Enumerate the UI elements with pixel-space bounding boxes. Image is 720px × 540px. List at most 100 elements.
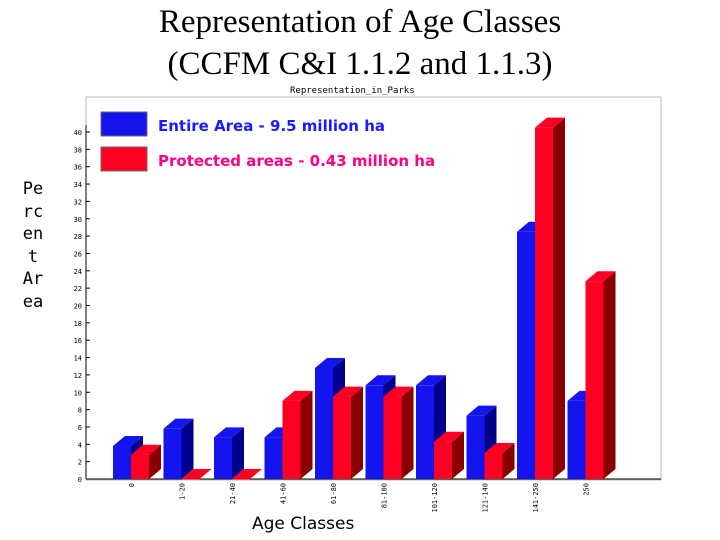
x-axis-label: Age Classes <box>252 514 355 534</box>
bar-top-face <box>484 442 515 453</box>
x-tick-label: 1-20 <box>179 483 187 500</box>
y-tick-label: 18 <box>74 320 82 328</box>
chart-title: Representation_in_Parks <box>290 86 415 96</box>
bar-front-face <box>383 396 402 479</box>
y-tick-label: 26 <box>74 250 82 258</box>
bar-front-face <box>181 479 200 480</box>
slide-title-line-2: (CCFM C&I 1.1.2 and 1.1.3) <box>167 46 553 82</box>
bar-top-face <box>163 418 194 429</box>
bar-top-face <box>214 427 244 438</box>
bar-protected-areas <box>383 386 414 479</box>
bar-front-face <box>113 446 131 479</box>
y-tick-label: 14 <box>74 355 82 363</box>
bar-front-face <box>232 479 250 480</box>
legend-label-protected-areas: Protected areas - 0.43 million ha <box>158 152 435 170</box>
x-tick-label: 101-120 <box>431 483 439 513</box>
y-tick-label: 30 <box>74 216 82 224</box>
legend-group: Entire Area - 9.5 million ha Protected ar… <box>100 111 435 172</box>
y-tick-label: 6 <box>78 424 82 432</box>
x-tick-label: 250 <box>583 483 591 496</box>
bar-top-face <box>131 444 161 455</box>
bar-top-face <box>113 436 143 447</box>
x-tick-label: 81-100 <box>381 483 389 508</box>
bar-top-face <box>333 386 363 397</box>
y-tick-label: 40 <box>74 129 82 137</box>
bar-top-face <box>434 431 464 442</box>
legend-label-entire-area: Entire Area - 9.5 million ha <box>158 117 385 135</box>
bar-top-face <box>466 405 497 416</box>
bar-protected-areas <box>434 431 464 479</box>
y-tick-label: 8 <box>78 407 82 415</box>
bar-front-face <box>466 415 485 479</box>
bar-protected-areas <box>131 444 161 479</box>
y-tick-label: 4 <box>78 441 82 449</box>
bar-side-face <box>300 390 313 479</box>
y-tick-label: 24 <box>74 268 82 276</box>
bar-front-face <box>585 281 604 479</box>
bar-front-face <box>484 452 503 479</box>
bars-group: 0 1-20 21-40 41-60 61-80 81-100 101-120 121-140… <box>113 117 616 513</box>
bar-front-face <box>163 428 182 479</box>
bar-side-face <box>502 442 515 479</box>
y-tick-label: 32 <box>74 198 82 206</box>
y-tick-label: 22 <box>74 285 82 293</box>
bar-protected-areas <box>232 469 262 480</box>
y-tick-label: 0 <box>78 476 82 484</box>
slide-title-line-1: Representation of Age Classes <box>158 4 562 40</box>
bar-side-face <box>452 431 464 479</box>
bar-front-face <box>333 396 351 479</box>
bar-front-face <box>567 400 586 479</box>
y-tick-label: 10 <box>74 389 82 397</box>
bar-protected-areas <box>535 117 565 479</box>
x-tick-label: 41-60 <box>280 483 288 504</box>
x-tick-label: 61-80 <box>330 483 338 504</box>
bar-side-face <box>181 418 194 479</box>
bar-top-face <box>315 357 345 368</box>
bar-front-face <box>315 367 333 479</box>
bar-protected-areas <box>282 390 313 479</box>
bar-top-face <box>232 469 262 479</box>
x-tick-label: 21-40 <box>229 483 237 504</box>
bar-front-face <box>535 127 553 479</box>
bar-protected-areas <box>333 386 363 479</box>
bar-top-face <box>365 375 396 386</box>
bar-side-face <box>149 444 161 479</box>
bar-front-face <box>365 385 384 479</box>
bar-top-face <box>416 375 446 386</box>
bar-protected-areas <box>585 271 616 479</box>
bar-entire-area <box>163 418 194 479</box>
y-tick-label: 2 <box>78 459 82 467</box>
bar-front-face <box>416 385 434 479</box>
y-tick-label: 16 <box>74 337 82 345</box>
bar-top-face <box>383 386 414 397</box>
bar-side-face <box>603 271 616 479</box>
x-tick-label: 0 <box>128 483 136 487</box>
y-tick-label: 20 <box>74 303 82 311</box>
y-tick-label: 36 <box>74 164 82 172</box>
bar-front-face <box>214 437 232 479</box>
bar-side-face <box>351 386 363 479</box>
bar-front-face <box>264 437 283 479</box>
y-tick-label: 12 <box>74 372 82 380</box>
bar-side-face <box>553 117 565 479</box>
bar-front-face <box>434 441 452 479</box>
bar-top-face <box>282 390 313 401</box>
bar-front-face <box>517 231 535 479</box>
bar-protected-areas <box>484 442 515 479</box>
legend-swatch-entire-area <box>100 111 148 137</box>
bar-protected-areas <box>181 469 212 480</box>
bar-top-face <box>585 271 616 282</box>
y-axis-label: Percent Area <box>22 179 44 312</box>
bar-front-face <box>282 400 301 479</box>
x-tick-label: 141-250 <box>532 483 540 513</box>
legend-swatch-protected-areas <box>100 146 148 172</box>
bar-front-face <box>131 454 149 479</box>
y-tick-label: 34 <box>74 181 82 189</box>
bar-entire-area <box>214 427 244 479</box>
bar-top-face <box>535 117 565 128</box>
bar-side-face <box>232 427 244 479</box>
y-tick-label: 28 <box>74 233 82 241</box>
bar-side-face <box>401 386 414 479</box>
bar-top-face <box>181 469 212 479</box>
